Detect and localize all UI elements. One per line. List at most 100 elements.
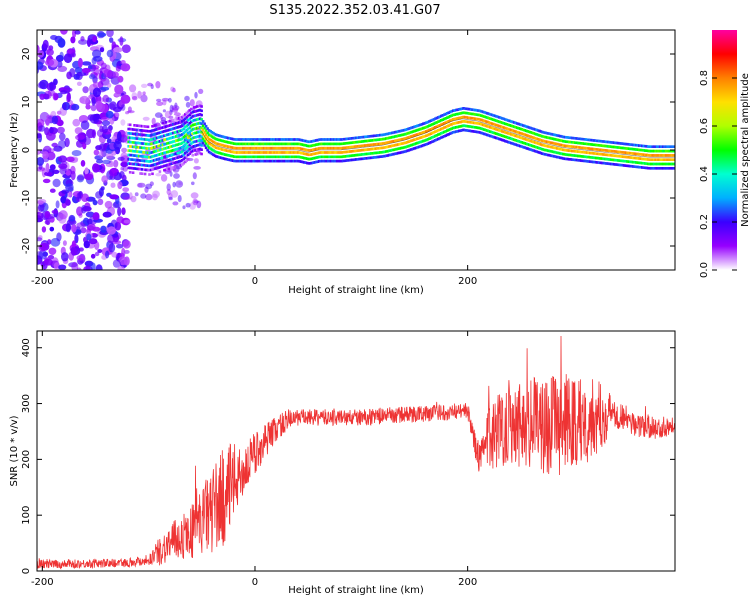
spectrogram-cell [197,109,200,112]
spectrogram-cell [672,162,675,166]
spectrogram-cell [644,166,647,170]
spectrogram-cell [501,138,504,142]
spectrogram-cell [507,123,510,127]
spectrogram-cell [518,123,522,126]
spectrogram-cell [486,125,489,128]
spectrogram-cell [128,158,132,161]
spectrogram-cell [353,149,357,153]
spectrogram-cell [173,144,177,147]
spectrogram-cell [597,157,601,160]
spectrogram-cell [377,151,381,154]
spectrogram-cell [620,142,623,145]
spectrogram-cell [52,169,60,174]
spectrogram-cell [448,115,452,118]
spectrogram-cell [553,142,556,145]
spectrogram-cell [289,146,293,150]
spectrogram-cell [551,146,555,149]
spectrogram-cell [666,162,669,166]
spectrogram-cell [444,134,448,137]
spectrogram-cell [194,144,197,148]
spectrogram-cell [315,160,318,164]
spectrogram-cell [465,120,468,123]
spectrogram-cell [283,142,287,146]
spectrogram-cell [399,133,403,137]
spectrogram-cell [352,141,355,144]
spectrogram-cell [298,142,302,146]
spectrogram-cell [504,126,507,130]
spectrogram-cell [81,67,91,74]
spectrogram-cell [603,144,607,148]
spectrogram-cell [240,159,244,163]
spectrogram-cell [170,158,174,161]
spectrogram-cell [548,141,552,144]
spectrogram-cell [306,144,309,148]
spectrogram-cell [57,155,68,163]
spectrogram-cell [471,117,474,120]
spectrogram-cell [645,153,648,157]
spectrogram-cell [575,145,579,149]
spectrogram-cell [172,161,175,165]
spectrogram-cell [627,156,631,159]
spectrogram-cell [478,118,482,121]
spectrogram-cell [167,158,171,162]
spectrogram-cell [195,122,199,126]
spectrogram-cell [49,81,56,90]
spectrogram-cell [192,132,196,135]
spectrogram-cell [617,150,620,154]
spectrogram-cell [143,159,147,163]
spectrogram-cell [179,116,183,120]
spectrogram-cell [413,125,416,129]
spectrogram-cell [370,152,373,155]
spectrogram-cell [155,128,159,131]
spectrogram-cell [176,143,180,146]
spectrogram-cell [169,141,172,144]
spectrogram-cell [230,154,233,158]
spectrogram-cell [70,247,78,256]
spectrogram-cell [310,140,314,143]
spectrogram-cell [511,138,515,141]
spectrogram-cell [649,154,653,157]
spectrogram-cell [172,153,175,156]
spectrogram-cell [562,139,565,143]
spectrogram-cell [192,136,196,139]
spectrogram-cell [454,130,458,133]
spectrogram-cell [660,145,663,148]
spectrogram-cell [632,160,635,164]
spectrogram-cell [393,148,397,151]
spectrogram-cell [544,148,547,152]
spectrogram-cell [99,47,105,53]
spectrogram-cell [527,134,531,138]
spectrogram-cell [359,140,363,143]
spectrogram-cell [557,138,561,142]
spectrogram-cell [111,71,119,79]
spectrogram-cell [181,159,184,162]
spectrogram-cell [139,124,142,128]
spectrogram-cell [450,118,453,122]
spectrogram-cell [277,155,281,159]
spectrogram-cell [475,126,479,129]
spectrogram-cell [565,144,568,148]
spectrogram-cell [639,144,643,147]
spectrogram-cell [349,141,352,145]
spectrogram-cell [195,135,199,139]
spectrogram-cell [216,155,220,159]
spectrogram-cell [566,149,570,152]
spectrogram-cell [373,143,376,146]
spectrogram-cell [364,144,367,147]
spectrogram-cell [548,132,552,136]
spectrogram-cell [173,161,177,165]
spectrogram-cell [274,155,278,159]
spectrogram-cell [325,151,328,154]
spectrogram-cell [387,153,391,157]
spectrogram-cell [167,146,171,149]
spectrogram-cell [283,146,287,150]
spectrogram-cell [248,142,251,146]
spectrogram-cell [591,160,595,164]
spectrogram-cell [270,138,273,141]
spectrogram-cell [658,167,662,170]
spectrogram-cell [250,138,254,141]
spectrogram-cell [557,156,561,159]
spectrogram-cell [154,150,157,153]
y-tick-label: 10 [21,96,32,109]
spectrogram-cell [176,156,180,159]
